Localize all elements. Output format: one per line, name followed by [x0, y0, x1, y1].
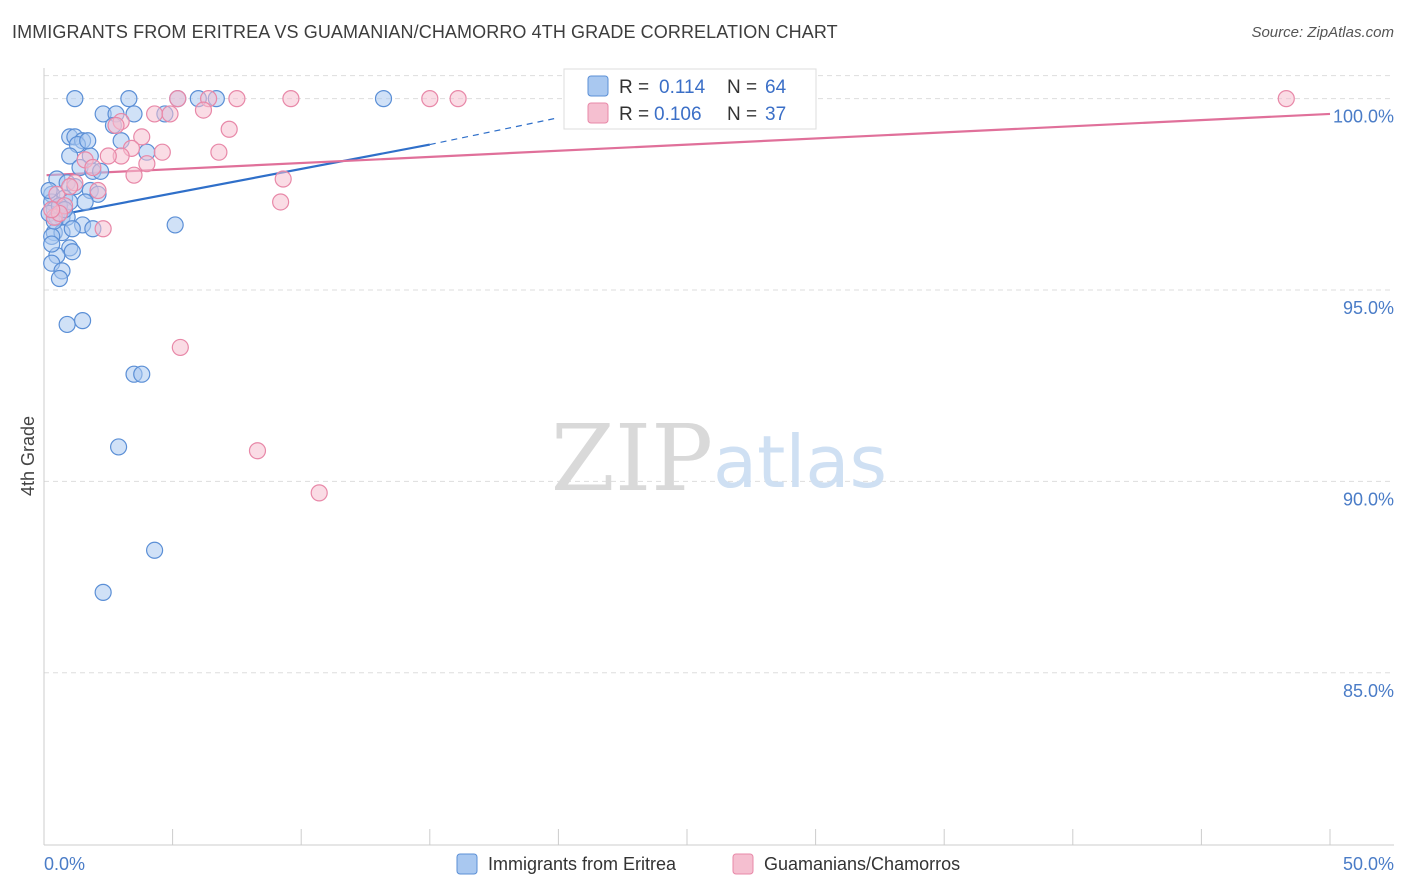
- point-blue-37: [166, 216, 184, 234]
- point-blue-56: [76, 193, 94, 211]
- watermark: ZIP atlas: [551, 405, 887, 512]
- point-pink-13: [133, 128, 151, 146]
- point-blue-53: [94, 583, 112, 601]
- point-pink-4: [421, 90, 439, 108]
- trend-line-ext-blue: [429, 117, 559, 146]
- point-blue-52: [145, 541, 164, 559]
- stats-r-label-1: R =: [619, 77, 649, 98]
- stats-r-label-2: R =: [619, 104, 649, 125]
- y-tick-label-1: 95.0%: [1343, 298, 1394, 318]
- point-pink-15: [153, 143, 171, 161]
- y-tick-labels: 100.0% 95.0% 90.0% 85.0%: [1333, 107, 1394, 701]
- point-pink-2: [228, 90, 246, 108]
- stats-legend-swatch-pink: [587, 102, 609, 124]
- point-pink-23: [89, 181, 107, 200]
- point-pink-24: [272, 193, 290, 211]
- stats-n-value-2: 37: [765, 104, 786, 125]
- point-pink-19: [138, 155, 156, 173]
- point-pink-21: [274, 170, 292, 188]
- point-blue-47: [58, 315, 76, 334]
- point-pink-7: [194, 101, 213, 119]
- trend-lines: [46, 112, 1331, 219]
- point-blue-60: [43, 235, 61, 253]
- point-pink-28: [94, 220, 112, 238]
- point-pink-32: [310, 484, 328, 502]
- point-blue-50: [133, 365, 151, 383]
- point-blue-63: [79, 132, 97, 150]
- point-pink-33: [99, 147, 117, 165]
- trend-line-blue: [46, 143, 431, 219]
- point-blue-8: [125, 105, 143, 123]
- point-pink-3: [282, 90, 300, 108]
- point-blue-59: [63, 220, 81, 238]
- stats-n-label-1: N =: [727, 77, 757, 98]
- watermark-atlas: atlas: [713, 420, 887, 504]
- data-points: [40, 90, 1295, 601]
- legend-label-eritrea: Immigrants from Eritrea: [488, 854, 677, 874]
- stats-legend-swatch-blue: [587, 75, 609, 97]
- watermark-zip: ZIP: [551, 405, 713, 512]
- point-pink-6: [1277, 90, 1295, 108]
- point-pink-12: [220, 120, 238, 138]
- x-tick-label-min: 0.0%: [44, 854, 85, 874]
- legend-swatch-eritrea: [456, 853, 478, 875]
- y-tick-label-3: 85.0%: [1343, 681, 1394, 701]
- point-pink-9: [161, 105, 179, 123]
- source-label: Source: ZipAtlas.com: [1251, 24, 1394, 41]
- point-blue-5: [374, 90, 393, 108]
- point-pink-35: [43, 201, 61, 219]
- y-tick-label-0: 100.0%: [1333, 107, 1394, 127]
- point-pink-8: [145, 105, 164, 123]
- point-blue-48: [73, 312, 92, 330]
- point-blue-51: [109, 438, 128, 456]
- point-pink-11: [107, 116, 125, 135]
- y-tick-label-2: 90.0%: [1343, 489, 1394, 509]
- point-pink-5: [449, 90, 467, 108]
- point-pink-31: [248, 442, 267, 460]
- x-tick-label-max: 50.0%: [1343, 854, 1394, 874]
- point-blue-1: [120, 90, 138, 108]
- point-pink-0: [169, 90, 187, 108]
- stats-legend: R = 0.114 N = 64 R = 0.106 N = 37: [563, 68, 817, 130]
- y-axis-title: 4th Grade: [18, 416, 38, 496]
- trend-line-pink: [46, 112, 1331, 177]
- bottom-legend: Immigrants from Eritrea Guamanians/Chamo…: [456, 853, 960, 875]
- point-pink-16: [210, 143, 228, 161]
- point-blue-0: [66, 90, 84, 108]
- point-blue-42: [63, 243, 81, 261]
- legend-swatch-chamorro: [732, 853, 754, 875]
- point-pink-36: [84, 158, 102, 177]
- stats-n-value-1: 64: [765, 77, 787, 98]
- point-pink-20: [125, 166, 143, 184]
- point-blue-46: [50, 269, 69, 288]
- point-pink-34: [61, 178, 79, 196]
- stats-r-value-2: 0.106: [654, 104, 702, 125]
- stats-n-label-2: N =: [727, 104, 757, 125]
- legend-label-chamorro: Guamanians/Chamorros: [764, 854, 960, 874]
- stats-r-value-1: 0.114: [659, 77, 706, 98]
- point-pink-30: [171, 338, 189, 357]
- chart-title: IMMIGRANTS FROM ERITREA VS GUAMANIAN/CHA…: [12, 22, 838, 42]
